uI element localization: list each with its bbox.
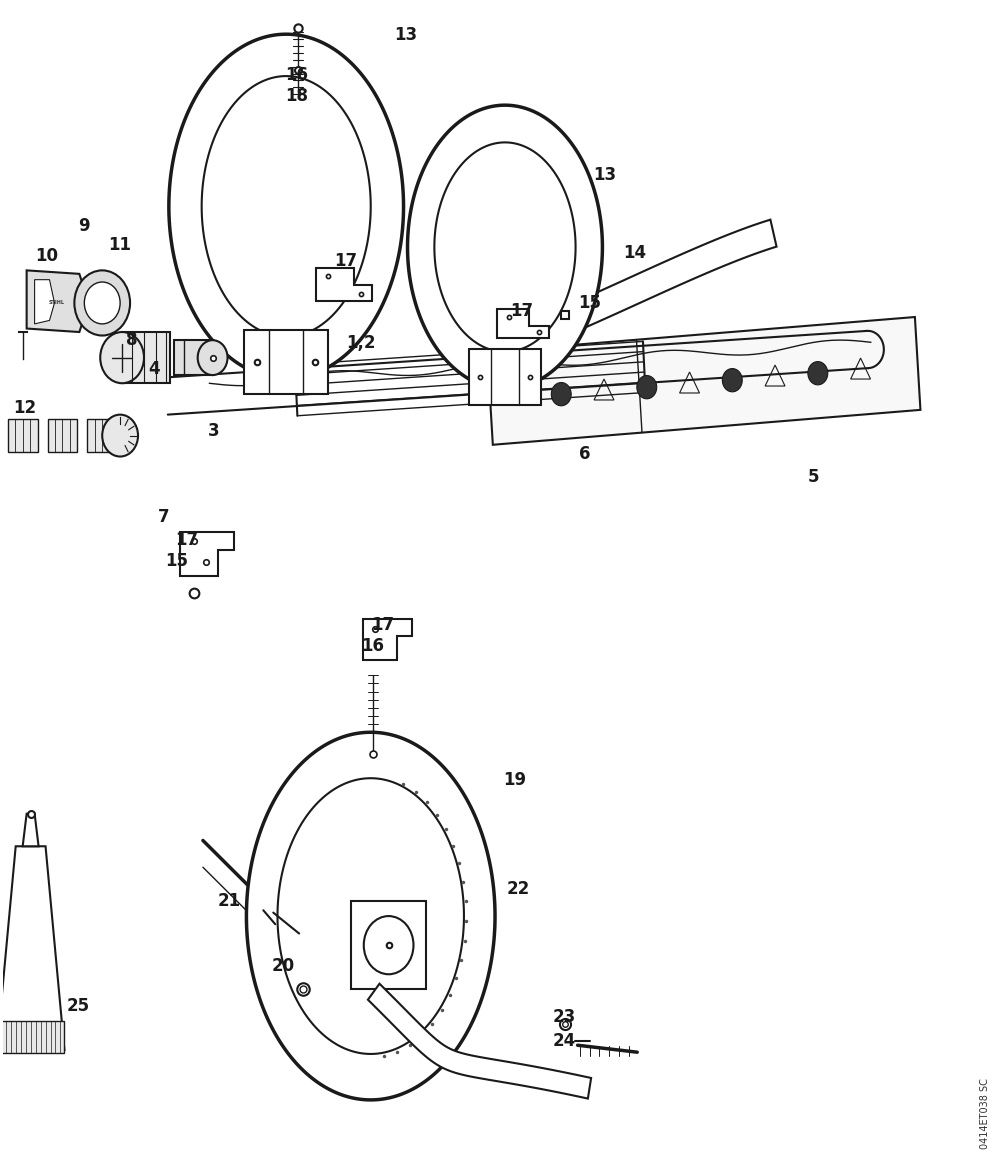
Text: 12: 12 — [13, 399, 36, 416]
Text: 17: 17 — [371, 616, 394, 635]
Text: 9: 9 — [79, 217, 90, 235]
Circle shape — [722, 368, 742, 392]
Text: STIHL: STIHL — [48, 300, 64, 305]
Polygon shape — [351, 901, 426, 989]
Polygon shape — [244, 331, 328, 394]
Polygon shape — [497, 309, 549, 338]
Circle shape — [84, 282, 120, 324]
Polygon shape — [27, 270, 84, 332]
Text: 19: 19 — [503, 772, 526, 789]
Text: 8: 8 — [126, 331, 138, 350]
Text: 15: 15 — [578, 293, 601, 312]
Text: 20: 20 — [272, 957, 295, 975]
Polygon shape — [408, 105, 602, 389]
Text: 22: 22 — [506, 880, 530, 898]
Text: 13: 13 — [394, 27, 417, 44]
Circle shape — [102, 415, 138, 457]
Text: 7: 7 — [158, 509, 170, 526]
Text: 17: 17 — [510, 302, 533, 320]
Text: 23: 23 — [553, 1009, 576, 1026]
Polygon shape — [0, 846, 64, 1050]
Polygon shape — [363, 620, 412, 660]
Polygon shape — [87, 420, 117, 452]
Polygon shape — [246, 732, 495, 1100]
Circle shape — [100, 332, 144, 383]
Text: 14: 14 — [623, 244, 646, 262]
Polygon shape — [434, 143, 576, 352]
Polygon shape — [544, 220, 777, 341]
Text: 21: 21 — [218, 892, 241, 909]
Polygon shape — [169, 34, 404, 379]
Polygon shape — [316, 268, 372, 300]
Bar — [0, 1021, 64, 1053]
Polygon shape — [277, 779, 464, 1054]
Polygon shape — [122, 332, 170, 383]
Text: 10: 10 — [35, 248, 58, 265]
Text: 3: 3 — [208, 422, 219, 440]
Circle shape — [637, 375, 657, 399]
Polygon shape — [8, 420, 38, 452]
Text: 0414ET038 SC: 0414ET038 SC — [980, 1078, 990, 1149]
Text: 5: 5 — [808, 469, 819, 486]
Circle shape — [808, 361, 828, 385]
Text: 13: 13 — [593, 166, 616, 184]
Polygon shape — [174, 340, 213, 375]
Text: 17: 17 — [175, 531, 198, 549]
Polygon shape — [368, 984, 591, 1099]
Circle shape — [74, 270, 130, 336]
Text: 25: 25 — [67, 997, 90, 1015]
Circle shape — [551, 382, 571, 406]
Text: 16: 16 — [286, 65, 309, 84]
Text: 6: 6 — [579, 445, 590, 463]
Polygon shape — [23, 814, 39, 846]
Polygon shape — [166, 331, 884, 415]
Polygon shape — [180, 532, 234, 576]
Text: 1,2: 1,2 — [346, 333, 376, 352]
Polygon shape — [469, 350, 541, 406]
Polygon shape — [48, 420, 77, 452]
Circle shape — [198, 340, 228, 375]
Text: 16: 16 — [361, 637, 384, 655]
Text: 11: 11 — [109, 236, 132, 254]
Text: 15: 15 — [165, 552, 188, 570]
Polygon shape — [487, 317, 920, 444]
Text: 18: 18 — [286, 87, 309, 105]
Polygon shape — [35, 279, 54, 324]
Text: 17: 17 — [334, 253, 357, 270]
Circle shape — [364, 916, 413, 974]
Text: 4: 4 — [148, 360, 160, 379]
Text: 24: 24 — [553, 1031, 576, 1050]
Polygon shape — [202, 76, 371, 337]
